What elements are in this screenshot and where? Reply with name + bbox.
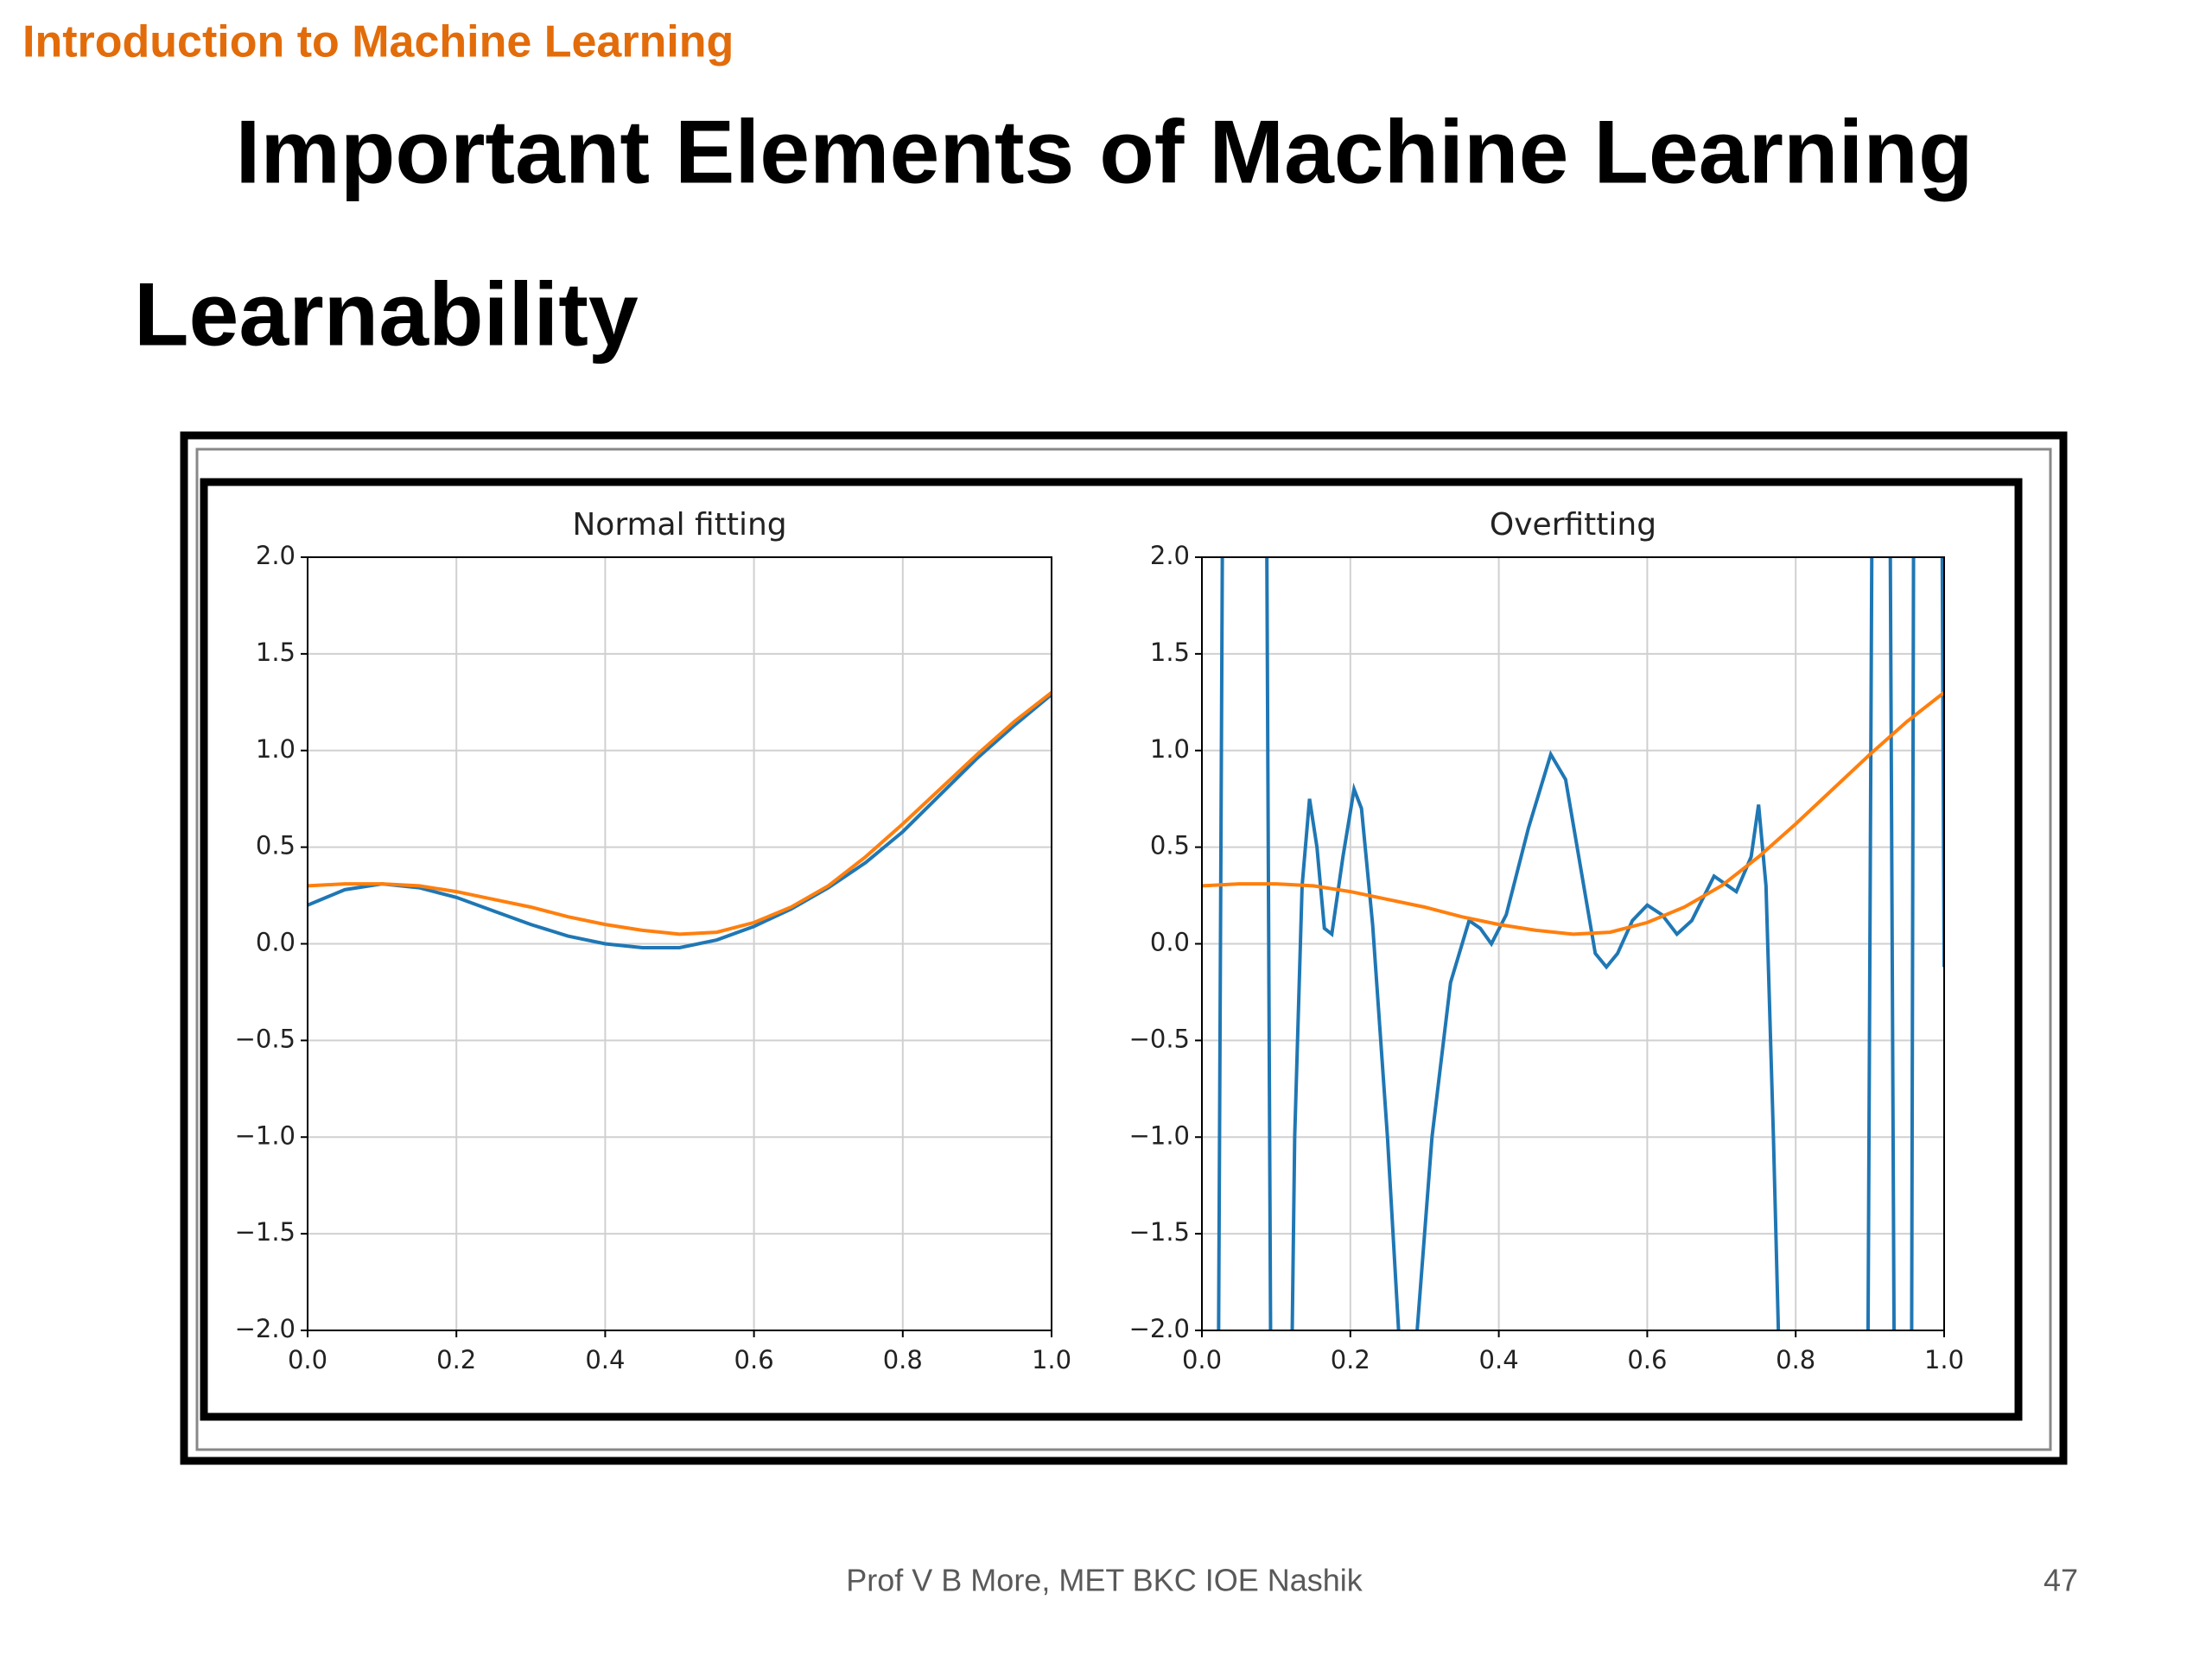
y-tick-label: 0.5 [1150,831,1190,860]
y-tick-label: −0.5 [235,1024,296,1053]
y-tick-label: 1.5 [1150,638,1190,667]
y-tick-label: 2.0 [1150,541,1190,570]
y-tick-label: 1.0 [256,734,296,764]
data-line [308,693,1052,949]
x-tick-label: 0.6 [734,1345,774,1374]
x-tick-label: 0.6 [1627,1345,1667,1374]
x-tick-label: 1.0 [1924,1345,1964,1374]
x-tick-label: 0.0 [288,1345,327,1374]
x-tick-label: 0.2 [1331,1345,1370,1374]
subtitle: Learnability [134,264,639,365]
y-tick-label: 1.5 [256,638,296,667]
frame-middle [195,447,2052,1451]
slide-title: Important Elements of Machine Learning [236,102,1974,202]
x-tick-label: 0.8 [883,1345,923,1374]
y-tick-label: 0.5 [256,831,296,860]
plot-frame [1201,556,1945,1331]
page-number: 47 [2044,1563,2078,1598]
y-tick-label: −2.0 [235,1314,296,1343]
x-tick-label: 0.8 [1776,1345,1815,1374]
chart-title: Normal fitting [572,507,786,543]
y-tick-label: 0.0 [1150,928,1190,957]
y-tick-label: −2.0 [1129,1314,1190,1343]
chart-title: Overfitting [1490,507,1656,543]
data-line [1202,691,1944,936]
frame-outer [180,431,2068,1465]
y-tick-label: −1.0 [1129,1120,1190,1150]
footer-author: Prof V B More, MET BKC IOE Nashik [846,1563,1363,1598]
x-tick-label: 0.4 [585,1345,625,1374]
x-tick-label: 0.4 [1479,1345,1519,1374]
plot-frame [307,556,1052,1331]
y-tick-label: 0.0 [256,928,296,957]
x-tick-label: 0.0 [1182,1345,1222,1374]
data-line [1217,557,1944,1330]
y-tick-label: −1.5 [1129,1217,1190,1247]
y-tick-label: 1.0 [1150,734,1190,764]
data-line [308,691,1052,936]
frame-inner [200,478,2023,1421]
y-tick-label: −1.0 [235,1120,296,1150]
y-tick-label: 2.0 [256,541,296,570]
x-tick-label: 1.0 [1032,1345,1071,1374]
header: Introduction to Machine Learning [22,17,734,67]
x-tick-label: 0.2 [436,1345,476,1374]
y-tick-label: −1.5 [235,1217,296,1247]
y-tick-label: −0.5 [1129,1024,1190,1053]
